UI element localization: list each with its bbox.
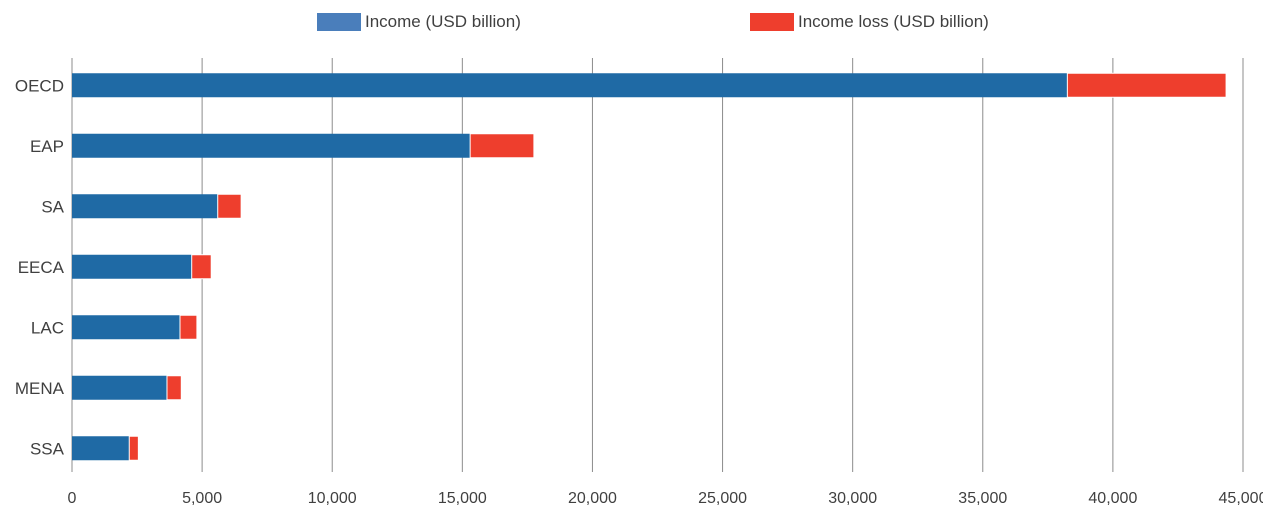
category-label-lac: LAC: [31, 318, 64, 337]
category-label-ssa: SSA: [30, 439, 65, 458]
bar-income-loss-oecd: [1066, 72, 1227, 98]
bar-income-loss-ssa: [128, 435, 139, 461]
legend-item-income-loss: Income loss (USD billion): [750, 12, 989, 32]
bar-income-loss-eeca: [191, 254, 212, 280]
legend-swatch-income-loss: [750, 13, 794, 31]
category-label-eeca: EECA: [18, 258, 65, 277]
bar-income-ssa: [72, 436, 130, 461]
bar-income-loss-sa: [217, 193, 242, 219]
bar-income-loss-eap: [469, 133, 535, 159]
bar-income-loss-lac: [179, 314, 198, 340]
category-label-oecd: OECD: [15, 76, 64, 95]
bar-income-mena: [72, 375, 167, 400]
x-tick-label-7: 35,000: [958, 490, 1007, 507]
x-tick-label-2: 10,000: [308, 490, 357, 507]
bar-income-sa: [72, 194, 218, 219]
x-tick-label-0: 0: [68, 490, 77, 507]
bar-income-eeca: [72, 254, 192, 279]
category-label-eap: EAP: [30, 137, 64, 156]
chart-legend: Income (USD billion) Income loss (USD bi…: [0, 0, 1263, 50]
x-tick-label-8: 40,000: [1088, 490, 1137, 507]
bar-income-oecd: [72, 73, 1068, 98]
legend-swatch-income: [317, 13, 361, 31]
category-label-mena: MENA: [15, 379, 65, 398]
category-label-sa: SA: [41, 197, 64, 216]
legend-label-income-loss: Income loss (USD billion): [798, 12, 989, 31]
bar-income-eap: [72, 133, 471, 158]
x-tick-label-9: 45,000: [1219, 490, 1263, 507]
legend-label-income: Income (USD billion): [365, 12, 521, 31]
x-tick-label-3: 15,000: [438, 490, 487, 507]
x-tick-label-5: 25,000: [698, 490, 747, 507]
x-tick-label-1: 5,000: [182, 490, 222, 507]
bar-income-lac: [72, 315, 180, 340]
legend-item-income: Income (USD billion): [317, 12, 521, 32]
x-tick-label-4: 20,000: [568, 490, 617, 507]
x-tick-label-6: 30,000: [828, 490, 877, 507]
bar-income-loss-mena: [166, 375, 182, 401]
